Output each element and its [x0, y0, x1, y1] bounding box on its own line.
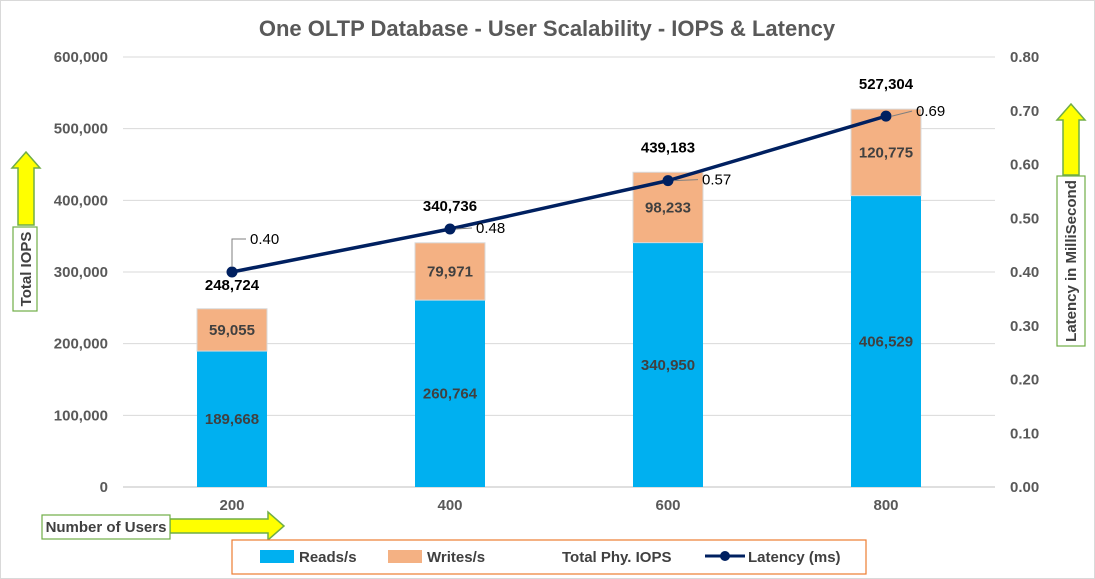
- latency-leader: [231, 238, 246, 267]
- data-label-total: 340,736: [423, 198, 477, 215]
- y-tick-label: 200,000: [54, 336, 108, 353]
- up-arrow-icon: [10, 150, 42, 226]
- x-axis-title: Number of Users: [46, 519, 167, 536]
- data-label-writes: 79,971: [427, 263, 473, 280]
- x-tick-label: 800: [873, 497, 898, 514]
- legend-box: [231, 539, 867, 575]
- bar-reads: [851, 195, 921, 487]
- y2-tick-label: 0.30: [1010, 318, 1039, 335]
- latency-leader: [673, 179, 699, 182]
- x-tick-label: 400: [437, 497, 462, 514]
- right-arrow-icon: [169, 510, 286, 542]
- data-label-reads: 189,668: [205, 411, 259, 428]
- y2-tick-label: 0.00: [1010, 479, 1039, 496]
- y2-tick-label: 0.60: [1010, 157, 1039, 174]
- latency-marker: [662, 175, 674, 187]
- y2-tick-label: 0.70: [1010, 103, 1039, 120]
- gridlines: [123, 56, 995, 488]
- legend-label-latency: Latency (ms): [748, 549, 841, 566]
- legend-swatch-writes: [388, 550, 422, 563]
- y-tick-label: 100,000: [54, 407, 108, 424]
- x-tick-label: 200: [219, 497, 244, 514]
- y-tick-label: 500,000: [54, 121, 108, 138]
- x-axis-title-box: [41, 514, 171, 540]
- y-tick-label: 0: [100, 479, 108, 496]
- data-label-latency: 0.57: [702, 172, 731, 189]
- latency-marker: [444, 223, 456, 235]
- legend: Reads/s Writes/s Total Phy. IOPS Latency…: [231, 539, 867, 575]
- bar-reads: [415, 300, 485, 487]
- data-label-reads: 260,764: [423, 386, 478, 403]
- segment-labels: 189,668 59,055 260,764 79,971 340,950 98,233 4…: [205, 144, 913, 428]
- data-label-latency: 0.48: [476, 220, 505, 237]
- data-label-reads: 340,950: [641, 357, 695, 374]
- data-label-writes: 59,055: [209, 322, 255, 339]
- y2-axis-title: Latency in MilliSecond: [1063, 180, 1080, 342]
- total-labels: 248,724 340,736 439,183 527,304: [205, 76, 914, 294]
- y2-tick-label: 0.50: [1010, 210, 1039, 227]
- y2-tick-label: 0.20: [1010, 372, 1039, 389]
- bar-writes: [632, 171, 704, 244]
- legend-label-total: Total Phy. IOPS: [562, 549, 671, 566]
- latency-leader: [455, 227, 473, 230]
- y2-axis-title-box: [1056, 175, 1086, 347]
- latency-leader: [891, 110, 913, 117]
- latency-marker: [880, 110, 892, 122]
- latency-line-group: 0.40 0.48 0.57 0.69: [226, 103, 945, 278]
- x-axis-ticks: 200 400 600 800: [219, 497, 898, 514]
- left-axis-ticks: 0 100,000 200,000 300,000 400,000 500,000 600,…: [54, 49, 108, 496]
- legend-swatch-latency-marker: [720, 551, 730, 561]
- chart-title: One OLTP Database - User Scalability - I…: [259, 16, 836, 41]
- data-label-total: 527,304: [859, 76, 914, 93]
- legend-swatch-reads: [260, 550, 294, 563]
- data-label-total: 439,183: [641, 139, 695, 156]
- bar-reads: [197, 351, 267, 487]
- data-label-latency: 0.69: [916, 103, 945, 120]
- up-arrow-icon: [1055, 102, 1087, 176]
- bar-reads: [633, 242, 703, 487]
- legend-label-writes: Writes/s: [427, 549, 485, 566]
- data-label-reads: 406,529: [859, 333, 913, 350]
- y-axis-title-group: Total IOPS: [10, 150, 42, 312]
- y2-tick-label: 0.40: [1010, 264, 1039, 281]
- y-tick-label: 300,000: [54, 264, 108, 281]
- y2-tick-label: 0.10: [1010, 425, 1039, 442]
- y2-axis-title-group: Latency in MilliSecond: [1055, 102, 1087, 347]
- y-axis-title: Total IOPS: [18, 232, 35, 307]
- bar-writes: [414, 242, 486, 301]
- latency-line: [231, 114, 887, 274]
- bar-writes: [196, 308, 268, 352]
- data-label-writes: 98,233: [645, 199, 691, 216]
- x-axis-title-group: Number of Users: [41, 510, 286, 542]
- latency-marker: [226, 266, 238, 278]
- y2-tick-label: 0.80: [1010, 49, 1039, 66]
- data-label-total: 248,724: [205, 277, 260, 294]
- y-tick-label: 600,000: [54, 49, 108, 66]
- bars: [196, 108, 922, 487]
- x-tick-label: 600: [655, 497, 680, 514]
- legend-label-reads: Reads/s: [299, 549, 357, 566]
- right-axis-ticks: 0.00 0.10 0.20 0.30 0.40 0.50 0.60 0.70 0.80: [1010, 49, 1039, 496]
- y-tick-label: 400,000: [54, 192, 108, 209]
- data-label-latency: 0.40: [250, 231, 279, 248]
- data-label-writes: 120,775: [859, 144, 913, 161]
- y-axis-title-box: [12, 226, 38, 312]
